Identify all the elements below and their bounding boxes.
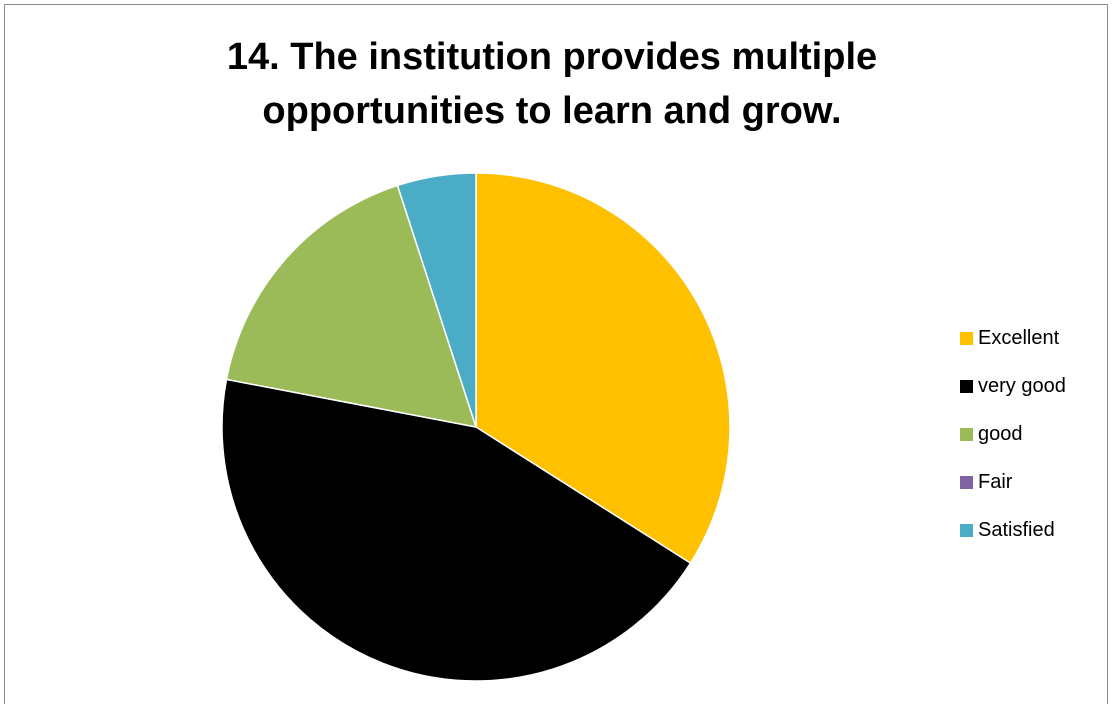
pie-slice-very-good [221,378,692,682]
legend-label-satisfied: Satisfied [978,518,1055,541]
legend-swatch-good [960,427,973,441]
pie-slice-excellent [475,172,731,565]
legend-label-very-good: very good [978,374,1066,397]
pie-slice-satisfied [396,172,477,428]
legend-item-excellent: Excellent [960,314,1066,362]
legend-item-good: good [960,410,1066,458]
chart-title: 14. The institution provides multiple op… [0,30,1104,138]
legend-label-good: good [978,422,1023,445]
legend-swatch-fair [960,475,973,489]
legend-label-fair: Fair [978,470,1013,493]
legend-item-satisfied: Satisfied [960,506,1066,554]
legend-item-very-good: very good [960,362,1066,410]
legend-label-excellent: Excellent [978,326,1060,349]
pie-slice-good [225,184,478,428]
chart-title-line-2: opportunities to learn and grow. [262,90,842,132]
legend-swatch-satisfied [960,523,973,537]
legend-swatch-excellent [960,331,973,345]
chart-title-line-1: 14. The institution provides multiple [226,36,878,78]
legend-swatch-very-good [960,379,973,393]
legend-item-fair: Fair [960,458,1066,506]
chart-legend: Excellent very good good Fair Satisfied [960,314,1066,554]
